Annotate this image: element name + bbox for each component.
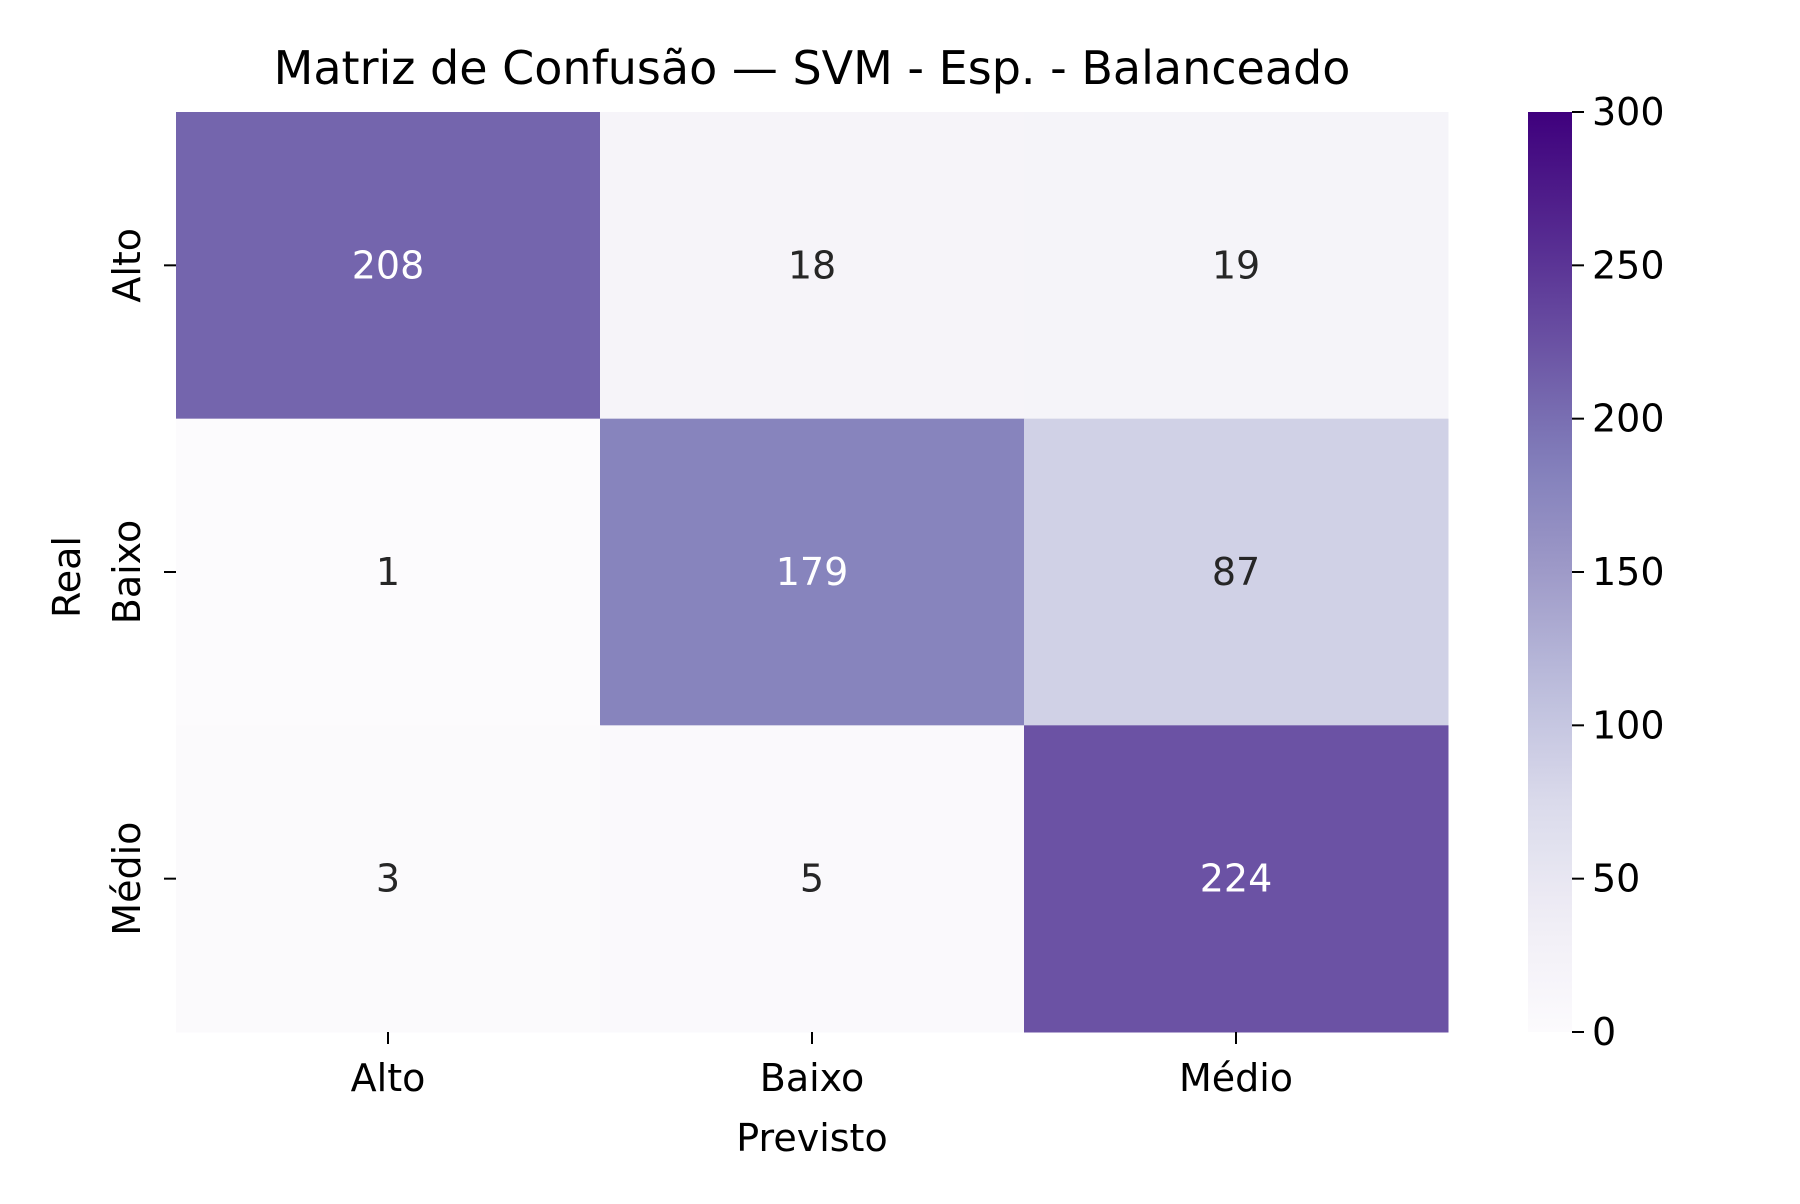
- x-axis: Alto Baixo Médio: [351, 1032, 1293, 1100]
- cell-value-label: 1: [376, 550, 400, 594]
- colorbar-tick-label: 100: [1592, 703, 1665, 747]
- y-axis-label: Real: [45, 536, 89, 618]
- cell-value-label: 3: [376, 857, 400, 901]
- colorbar-tick-label: 0: [1592, 1010, 1616, 1054]
- cell-value-label: 5: [800, 857, 824, 901]
- cell-value-label: 208: [352, 243, 425, 287]
- x-tick-label: Alto: [351, 1056, 426, 1100]
- colorbar-tick-label: 150: [1592, 550, 1665, 594]
- y-tick-label: Baixo: [105, 520, 149, 624]
- heatmap-cell: [176, 725, 601, 1033]
- heatmap-cells: [176, 112, 1449, 1033]
- cell-value-label: 87: [1212, 550, 1260, 594]
- colorbar-tick-label: 250: [1592, 243, 1665, 287]
- colorbar-tick-label: 200: [1592, 397, 1665, 441]
- heatmap-cell: [1024, 725, 1449, 1033]
- heatmap-cell: [176, 418, 601, 726]
- heatmap-cell: [600, 725, 1025, 1033]
- cell-value-label: 179: [776, 550, 849, 594]
- y-tick-label: Médio: [105, 822, 149, 936]
- colorbar-tick-label: 50: [1592, 857, 1640, 901]
- chart-title: Matriz de Confusão — SVM - Esp. - Balanc…: [274, 41, 1351, 95]
- cell-value-label: 19: [1212, 243, 1260, 287]
- heatmap-cell-labels: 208 18 19 1 179 87 3 5 224: [352, 243, 1273, 900]
- colorbar: 0 50 100 150 200 250 300: [1528, 90, 1665, 1054]
- heatmap-cell: [600, 112, 1025, 420]
- cell-value-label: 224: [1200, 857, 1273, 901]
- cell-value-label: 18: [788, 243, 836, 287]
- x-axis-label: Previsto: [736, 1116, 887, 1160]
- x-tick-label: Médio: [1179, 1056, 1293, 1100]
- y-tick-label: Alto: [105, 228, 149, 303]
- colorbar-tick-label: 300: [1592, 90, 1665, 134]
- x-tick-label: Baixo: [760, 1056, 864, 1100]
- colorbar-gradient: [1528, 112, 1572, 1032]
- y-axis: Alto Baixo Médio: [105, 228, 176, 936]
- heatmap-cell: [1024, 112, 1449, 420]
- heatmap-cell: [600, 418, 1025, 726]
- heatmap-cell: [1024, 418, 1449, 726]
- heatmap-cell: [176, 112, 601, 420]
